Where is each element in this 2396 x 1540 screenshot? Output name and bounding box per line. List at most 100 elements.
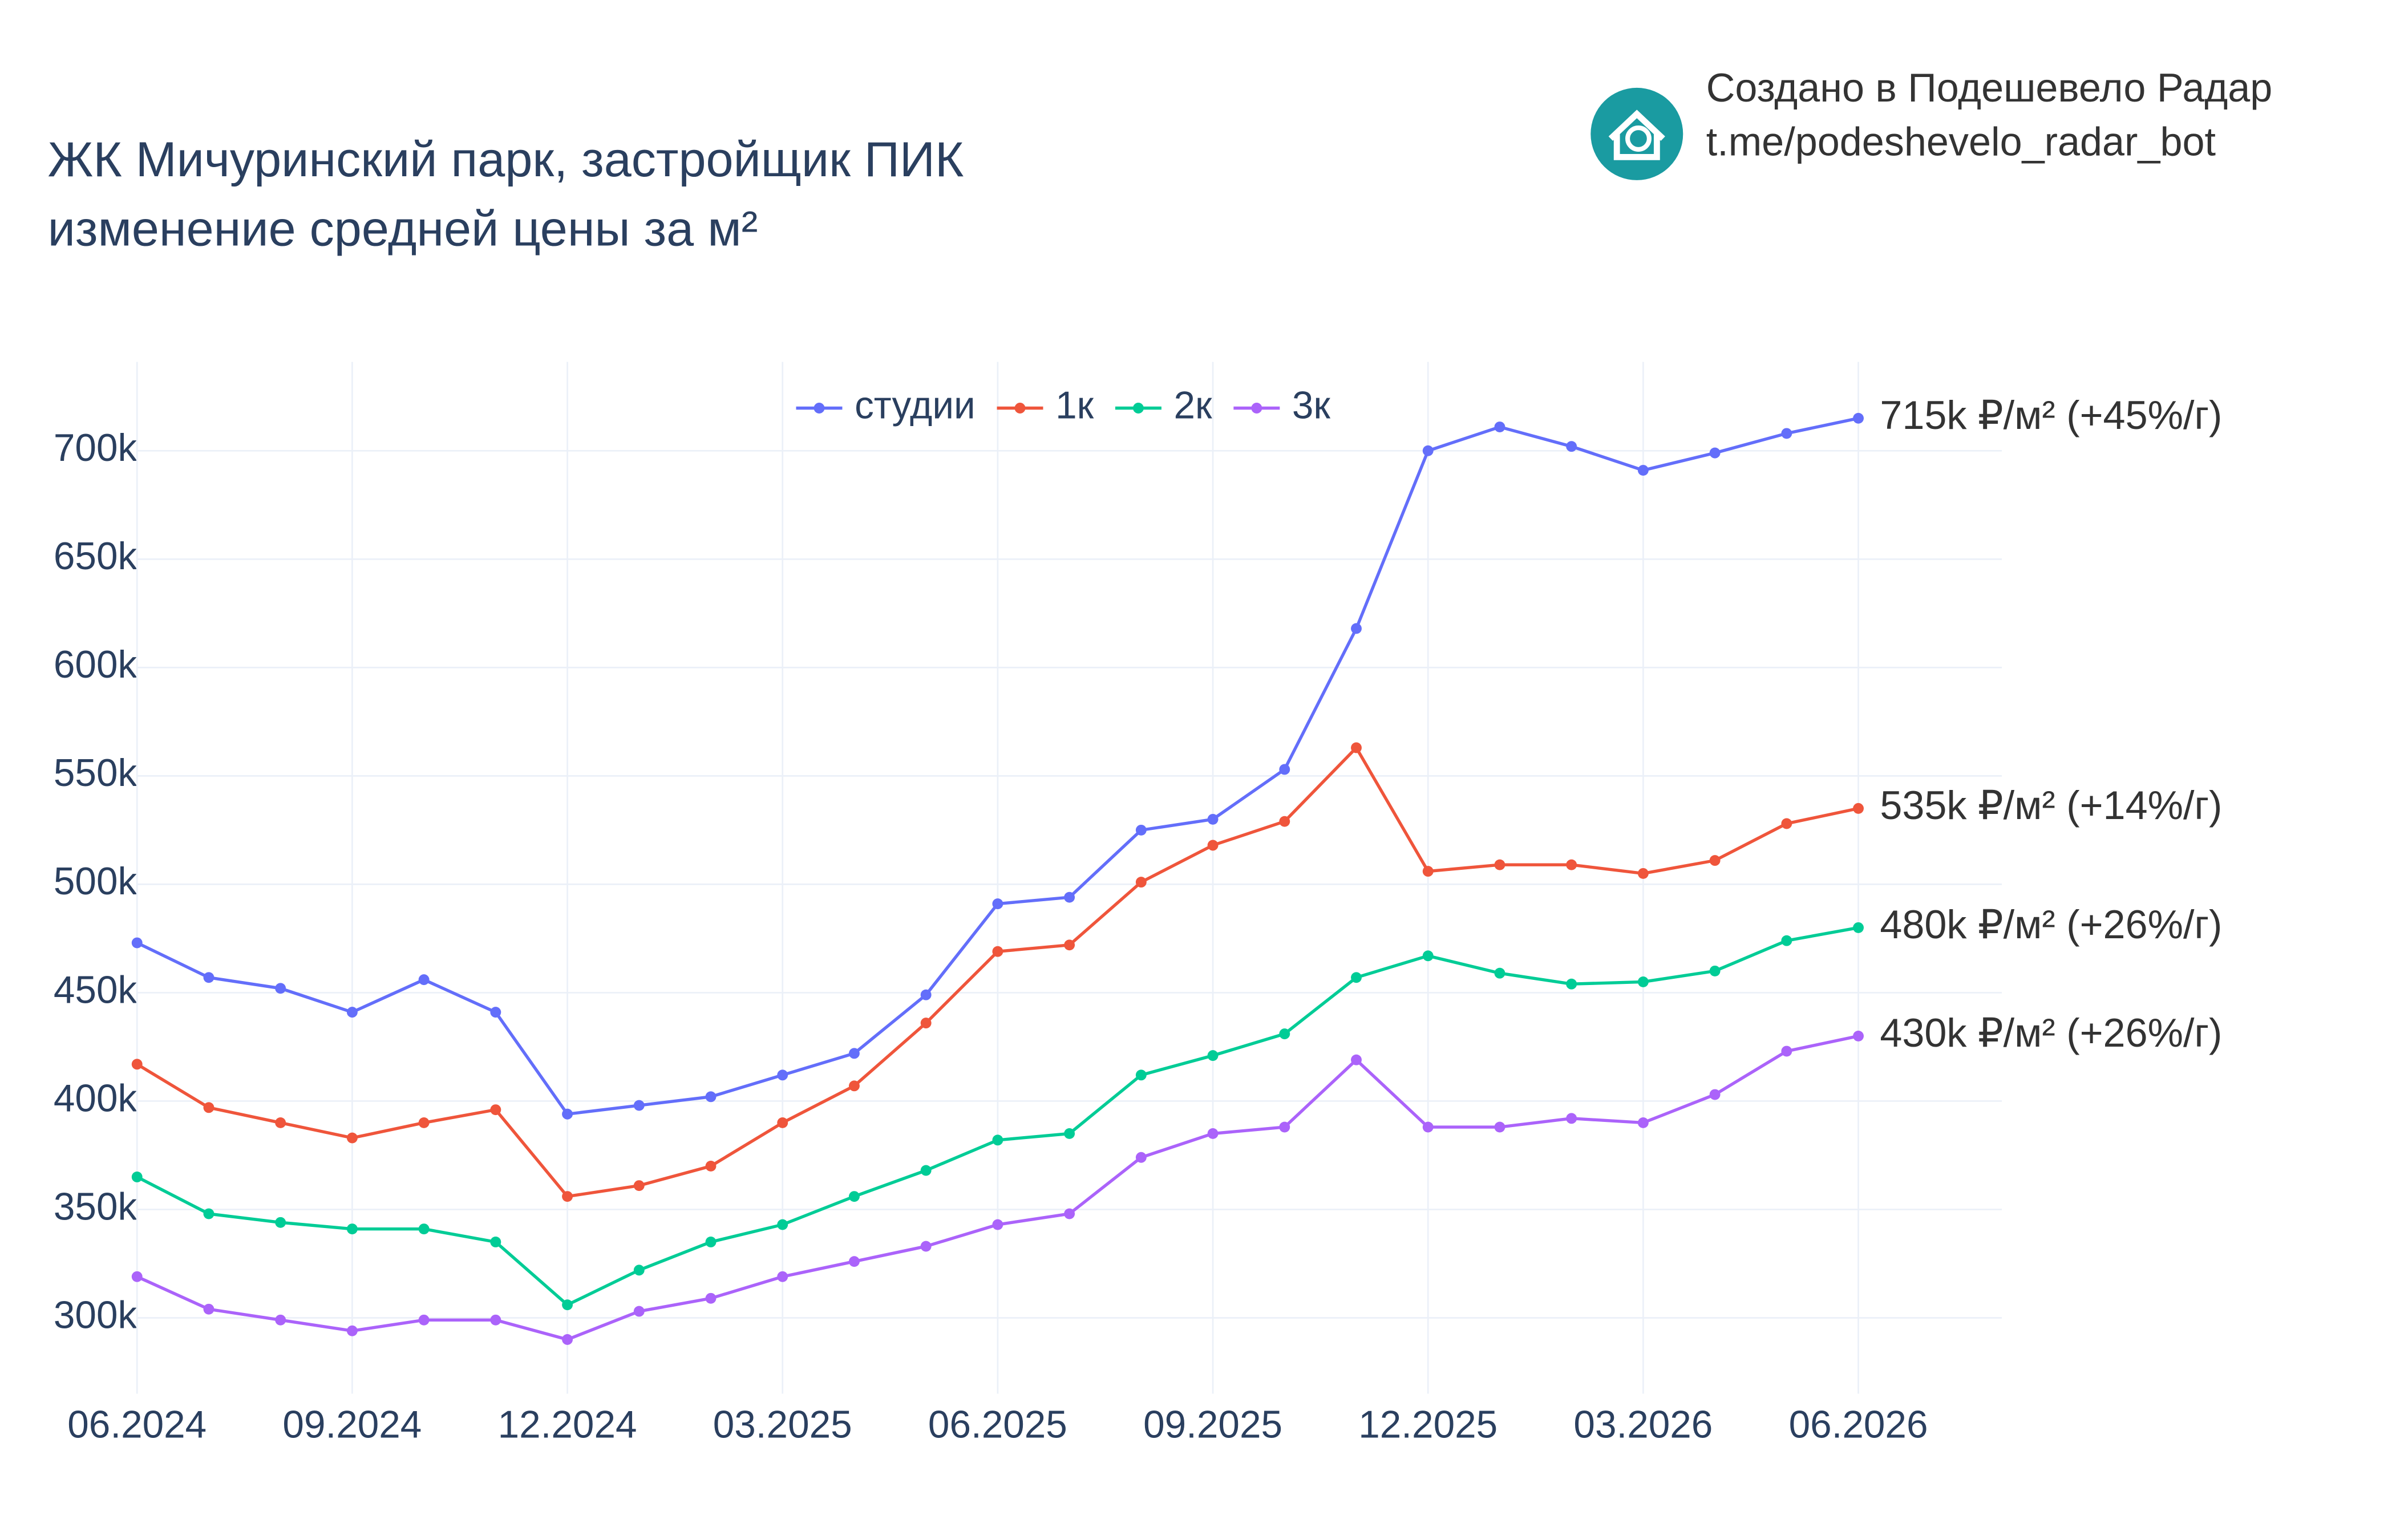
- point: [275, 1314, 286, 1326]
- point: [1422, 866, 1434, 877]
- end-label: 715k ₽/м² (+45%/г): [1880, 392, 2222, 437]
- y-tick-label: 500k: [54, 860, 137, 903]
- point: [1566, 1113, 1577, 1124]
- x-tick-label: 06.2025: [928, 1404, 1067, 1446]
- end-label: 535k ₽/м² (+14%/г): [1880, 783, 2222, 828]
- point: [490, 1007, 501, 1018]
- point: [562, 1191, 573, 1202]
- point: [705, 1292, 717, 1304]
- point: [705, 1091, 717, 1103]
- x-tick-label: 12.2025: [1358, 1404, 1498, 1446]
- point: [346, 1223, 358, 1235]
- point: [346, 1325, 358, 1336]
- x-tick-label: 12.2024: [498, 1404, 637, 1446]
- point: [633, 1306, 645, 1317]
- legend-label: 1к: [1055, 384, 1094, 427]
- legend-item: 3к: [1233, 384, 1330, 427]
- chart-title: ЖК Мичуринский парк, застройщик ПИК: [48, 132, 964, 187]
- point: [1279, 1028, 1290, 1040]
- legend-label: 2к: [1174, 384, 1213, 427]
- point: [1781, 428, 1792, 439]
- point: [1351, 1054, 1362, 1065]
- point: [203, 972, 214, 983]
- point: [992, 1134, 1003, 1146]
- point: [705, 1161, 717, 1172]
- point: [1494, 859, 1505, 870]
- point: [1135, 1069, 1147, 1081]
- point: [1566, 859, 1577, 870]
- point: [633, 1100, 645, 1111]
- point: [920, 1018, 932, 1029]
- point: [992, 898, 1003, 910]
- point: [562, 1108, 573, 1120]
- point: [777, 1219, 788, 1230]
- x-tick-label: 03.2026: [1573, 1404, 1713, 1446]
- point: [849, 1256, 860, 1267]
- point: [275, 1117, 286, 1128]
- point: [1135, 824, 1147, 836]
- point: [777, 1271, 788, 1282]
- y-tick-label: 400k: [54, 1077, 137, 1120]
- point: [131, 937, 143, 949]
- point: [1637, 976, 1649, 987]
- point: [418, 974, 430, 986]
- branding-link: t.me/podeshevelo_radar_bot: [1706, 119, 2216, 164]
- legend-label: 3к: [1292, 384, 1331, 427]
- point: [346, 1007, 358, 1018]
- point: [131, 1271, 143, 1282]
- point: [275, 983, 286, 994]
- point: [1853, 412, 1864, 424]
- point: [418, 1223, 430, 1235]
- point: [1135, 1152, 1147, 1163]
- x-tick-label: 09.2024: [282, 1404, 422, 1446]
- point: [1709, 855, 1721, 866]
- point: [1494, 422, 1505, 432]
- point: [562, 1299, 573, 1311]
- point: [203, 1208, 214, 1219]
- point: [1781, 1045, 1792, 1057]
- legend-marker: [1132, 403, 1144, 414]
- point: [777, 1117, 788, 1128]
- point: [1781, 935, 1792, 946]
- point: [992, 1219, 1003, 1230]
- point: [490, 1314, 501, 1326]
- x-tick-label: 06.2024: [67, 1404, 207, 1446]
- point: [920, 989, 932, 1000]
- point: [849, 1191, 860, 1202]
- point: [849, 1048, 860, 1059]
- point: [1781, 818, 1792, 829]
- point: [1279, 816, 1290, 827]
- point: [1279, 764, 1290, 775]
- point: [203, 1102, 214, 1113]
- legend-marker: [1014, 403, 1026, 414]
- point: [1064, 1208, 1075, 1219]
- end-label: 430k ₽/м² (+26%/г): [1880, 1010, 2222, 1055]
- point: [203, 1303, 214, 1315]
- point: [1351, 972, 1362, 983]
- point: [920, 1241, 932, 1252]
- point: [1351, 623, 1362, 634]
- point: [1566, 441, 1577, 452]
- point: [705, 1237, 717, 1247]
- end-label: 480k ₽/м² (+26%/г): [1880, 902, 2222, 947]
- point: [1637, 868, 1649, 879]
- legend-marker: [813, 403, 825, 414]
- point: [1064, 1128, 1075, 1139]
- point: [1494, 967, 1505, 979]
- point: [1207, 1128, 1219, 1139]
- chart-subtitle: изменение средней цены за м²: [48, 202, 758, 257]
- x-tick-label: 09.2025: [1143, 1404, 1282, 1446]
- point: [1422, 445, 1434, 456]
- point: [418, 1314, 430, 1326]
- point: [490, 1104, 501, 1116]
- y-tick-label: 600k: [54, 643, 137, 686]
- branding-line: Создано в Подешевело Радар: [1706, 65, 2273, 110]
- legend-marker: [1251, 403, 1262, 414]
- y-tick-label: 550k: [54, 752, 137, 795]
- point: [1207, 813, 1219, 825]
- point: [633, 1180, 645, 1192]
- legend-item: студии: [796, 384, 976, 427]
